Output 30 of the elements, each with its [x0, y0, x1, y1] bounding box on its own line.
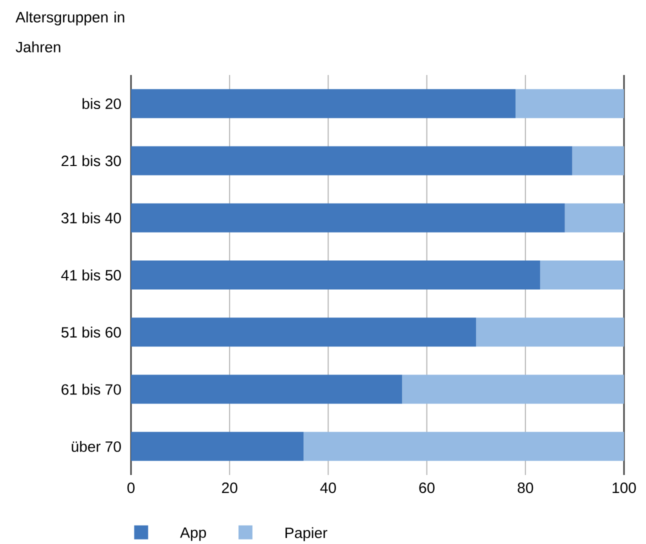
bar	[402, 374, 624, 404]
legend-label: Papier	[286, 527, 328, 542]
bar	[131, 260, 540, 290]
bar	[476, 318, 624, 347]
bar	[131, 146, 572, 176]
bar	[516, 89, 624, 118]
y-tick-label: 31 bis 40	[61, 212, 121, 224]
y-tick-label: 51 bis 60	[61, 326, 121, 338]
y-tick-label: 41 bis 50	[61, 270, 121, 280]
bar	[564, 203, 624, 232]
x-tick-label: 20	[222, 482, 238, 494]
x-tick-label: 80	[518, 482, 534, 494]
bar	[540, 260, 624, 290]
x-tick-label: 0	[127, 482, 135, 494]
legend-label: App	[180, 527, 206, 541]
y-tick-label: über 70	[72, 440, 121, 452]
bar	[131, 374, 402, 404]
bar	[572, 146, 624, 176]
x-tick-label: 100	[612, 482, 636, 494]
bar	[131, 432, 304, 461]
y-tick-label: 21 bis 30	[62, 155, 121, 166]
bar	[131, 203, 565, 232]
bar	[131, 89, 516, 118]
bar	[304, 432, 624, 461]
x-tick-label: 60	[419, 482, 435, 494]
x-tick-label: 40	[320, 482, 336, 494]
y-tick-label: 61 bis 70	[62, 384, 121, 395]
bar	[131, 318, 476, 347]
y-axis-title: Altersgruppen in Jahren	[16, 12, 124, 52]
y-tick-label: bis 20	[82, 98, 121, 110]
